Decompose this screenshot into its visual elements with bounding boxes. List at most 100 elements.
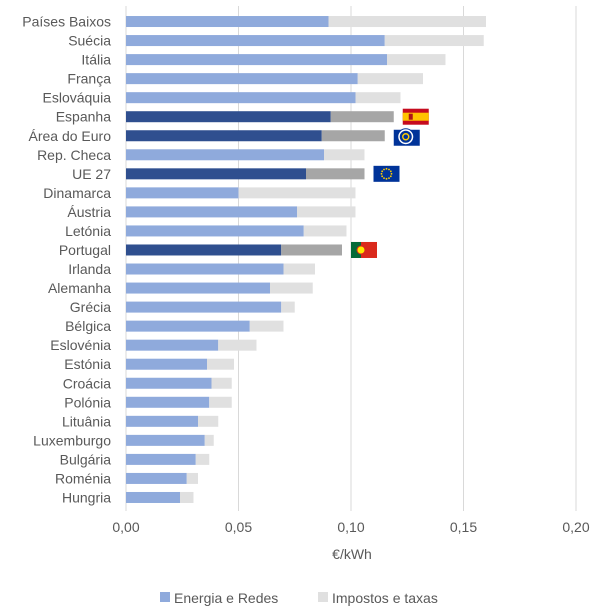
bars: [126, 16, 486, 503]
category-label: Itália: [81, 52, 111, 68]
bar-impostos-eslovenia: [218, 339, 257, 351]
category-label: Hungria: [62, 489, 111, 505]
logo-core: [399, 130, 412, 143]
flag-star: [383, 168, 385, 171]
bar-energia-irlanda: [126, 263, 284, 275]
bar-impostos-austria: [297, 206, 356, 218]
bar-energia-dinamarca: [126, 187, 239, 199]
flag-star: [383, 177, 385, 180]
flag-star: [381, 170, 384, 173]
bar-impostos-italia: [387, 54, 446, 66]
flag-star: [389, 170, 392, 173]
bar-impostos-croacia: [211, 377, 232, 389]
bar-energia-hungria: [126, 491, 180, 503]
flag-stripe: [402, 112, 429, 121]
bar-impostos-grecia: [281, 301, 295, 313]
category-labels: Países Baixos Suécia Itália França Eslováqui…: [22, 14, 111, 506]
bar-energia-croacia: [126, 377, 212, 389]
bar-energia-eslovenia: [126, 339, 219, 351]
bar-energia-espanha: [126, 111, 331, 123]
bar-impostos-eslovaquia: [355, 92, 401, 104]
flag-star: [388, 168, 390, 171]
bar-energia-estonia: [126, 358, 207, 370]
category-label: Roménia: [55, 470, 111, 486]
bar-energia-romenia: [126, 472, 187, 484]
bar-energia-ue-27: [126, 168, 306, 180]
category-label: França: [67, 71, 111, 87]
flag-star: [380, 172, 383, 175]
category-label: Espanha: [56, 109, 111, 125]
eu-flag: [373, 165, 400, 182]
category-label: Rep. Checa: [37, 147, 111, 163]
bar-energia-letonia: [126, 225, 304, 237]
category-label: Áustria: [67, 204, 111, 220]
bar-impostos-portugal: [281, 244, 342, 256]
flag-star: [381, 175, 384, 178]
bar-impostos-belgica: [249, 320, 284, 332]
bar-impostos-espanha: [330, 111, 394, 123]
ecb-logo: [393, 128, 420, 146]
bar-energia-alemanha: [126, 282, 270, 294]
bar-energia-belgica: [126, 320, 250, 332]
bar-impostos-dinamarca: [238, 187, 356, 199]
category-label: Bulgária: [60, 451, 112, 467]
bar-energia-austria: [126, 206, 297, 218]
category-label: Grécia: [70, 299, 111, 315]
x-tick-labels: 0,00 0,05 0,10 0,15 0,20: [112, 519, 589, 535]
category-label: Bélgica: [65, 318, 111, 334]
category-label: UE 27: [72, 166, 111, 182]
bar-energia-lituania: [126, 415, 198, 427]
euro-sign: [402, 133, 410, 141]
category-label: Polónia: [64, 394, 111, 410]
category-label: Suécia: [68, 33, 111, 49]
x-tick-label: 0,20: [562, 519, 589, 535]
category-label: Estónia: [64, 356, 111, 372]
bar-energia-rep-checa: [126, 149, 324, 161]
x-tick-label: 0,05: [225, 519, 252, 535]
legend-label-energia: Energia e Redes: [174, 590, 278, 606]
flag-emblem: [356, 245, 366, 255]
category-label: Dinamarca: [43, 185, 111, 201]
flag-star: [385, 177, 388, 180]
category-label: Lituânia: [62, 413, 111, 429]
category-label: Alemanha: [48, 280, 111, 296]
legend-label-impostos: Impostos e taxas: [332, 590, 438, 606]
category-label: Irlanda: [68, 261, 111, 277]
flag-star: [385, 167, 388, 170]
spain-flag: [402, 108, 429, 125]
bar-energia-eslovaquia: [126, 92, 356, 104]
bar-energia-franca: [126, 73, 358, 85]
legend: Energia e Redes Impostos e taxas: [160, 590, 438, 606]
gridlines: [125, 6, 577, 511]
category-label: Luxemburgo: [33, 432, 111, 448]
bar-impostos-paises-baixos: [328, 16, 486, 28]
x-tick-label: 0,10: [337, 519, 364, 535]
category-label: Países Baixos: [22, 14, 111, 30]
bar-impostos-suecia: [384, 35, 484, 47]
bar-energia-paises-baixos: [126, 16, 329, 28]
flag-field: [373, 165, 400, 182]
x-tick-label: 0,15: [450, 519, 477, 535]
flag-star: [388, 177, 390, 180]
bar-energia-grecia: [126, 301, 282, 313]
bar-impostos-alemanha: [270, 282, 313, 294]
bar-impostos-franca: [357, 73, 423, 85]
bar-energia-polonia: [126, 396, 210, 408]
bar-impostos-luxemburgo: [204, 434, 214, 446]
category-label: Portugal: [59, 242, 111, 258]
bar-impostos-bulgaria: [195, 453, 210, 465]
bar-impostos-irlanda: [283, 263, 315, 275]
bar-impostos-letonia: [303, 225, 347, 237]
bar-energia-suecia: [126, 35, 385, 47]
category-label: Eslováquia: [43, 90, 112, 106]
x-tick-label: 0,00: [112, 519, 139, 535]
portugal-flag: [351, 241, 377, 258]
flag-star: [390, 172, 393, 175]
bar-energia-portugal: [126, 244, 282, 256]
category-label: Área do Euro: [29, 128, 112, 144]
bar-energia-luxemburgo: [126, 434, 205, 446]
bar-impostos-area-do-euro: [321, 130, 385, 142]
category-label: Letónia: [65, 223, 111, 239]
x-axis-title: €/kWh: [332, 546, 372, 562]
